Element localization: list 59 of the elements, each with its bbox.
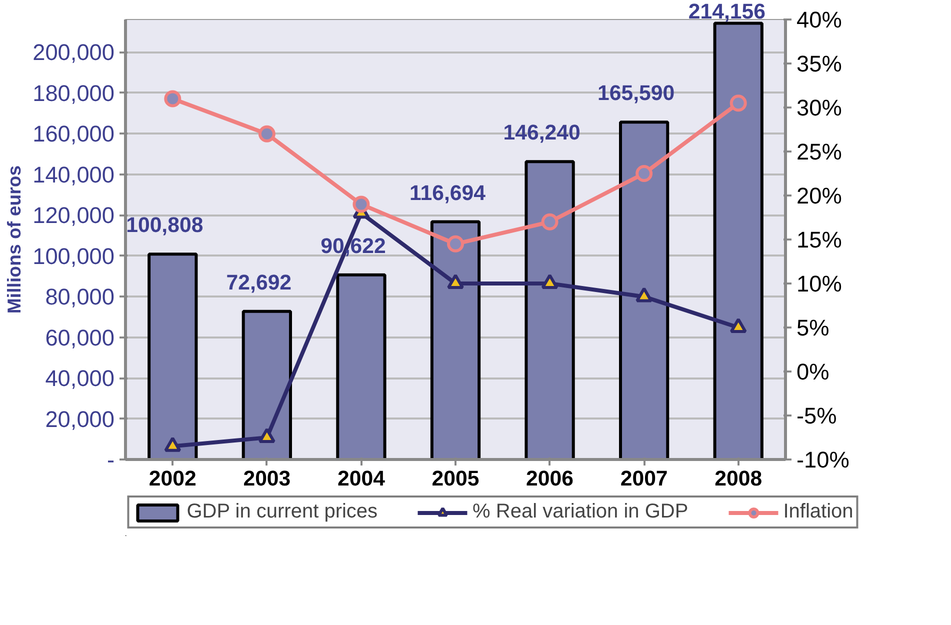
point (730, 318, 747, 334)
y2-tick-label: 15% (796, 226, 842, 252)
y-tick-label: 60,000 (45, 324, 114, 350)
point (258, 428, 276, 444)
point (447, 274, 464, 290)
y-tick-label: 160,000 (32, 120, 115, 147)
point (636, 287, 653, 302)
bar (713, 22, 764, 460)
y2-tick-label: 10% (796, 270, 842, 296)
x-tick-label: 2008 (714, 466, 762, 490)
y-tick-label: 180,000 (32, 80, 115, 106)
y-tick-label: 200,000 (32, 39, 115, 66)
x-tick-label: 2006 (526, 466, 574, 490)
y2-tick-label: 0% (796, 358, 830, 384)
x-tick-label: 2005 (432, 466, 480, 490)
point (447, 235, 464, 252)
y2-tick-label: 5% (796, 314, 830, 340)
point (164, 436, 182, 452)
legend-label: % Real variation in GDP (472, 500, 688, 524)
x-tick-label: 2003 (243, 466, 291, 490)
point (730, 94, 747, 112)
y-tick-label: - (106, 446, 114, 472)
legend-label: Inflation (783, 500, 854, 524)
y-tick-label: 140,000 (32, 161, 115, 188)
data-label: 214,156 (688, 0, 766, 24)
bar (336, 273, 386, 460)
y2-tick-label: 40% (796, 6, 842, 32)
bar (430, 220, 481, 460)
bar (148, 252, 198, 460)
x-tick-label: 2004 (337, 466, 386, 490)
y2-tick-label: 20% (796, 182, 842, 208)
point (352, 196, 370, 213)
y-axis-title: Millions of euros (4, 165, 25, 314)
y-tick-label: 120,000 (32, 202, 115, 228)
data-label: 72,692 (226, 270, 292, 294)
data-label: 165,590 (598, 81, 675, 106)
y2-tick-label: -5% (796, 402, 837, 428)
bar (619, 120, 670, 460)
point (636, 165, 653, 182)
bar (524, 160, 575, 460)
point (541, 213, 558, 230)
x-tick-label: 2002 (148, 466, 196, 490)
data-label: 146,240 (503, 120, 580, 145)
y-tick-label: 40,000 (45, 365, 114, 392)
y-tick-label: 80,000 (45, 284, 114, 310)
point (541, 274, 558, 290)
y-tick-label: 100,000 (32, 242, 115, 269)
point (258, 125, 276, 142)
y2-tick-label: 30% (796, 94, 842, 120)
legend-label: GDP in current prices (186, 500, 378, 524)
x-tick-label: 2007 (620, 466, 668, 490)
point (164, 90, 182, 108)
data-label: 116,694 (410, 180, 486, 205)
data-label: 100,808 (126, 213, 204, 238)
bar (242, 310, 292, 460)
y-tick-label: 20,000 (45, 406, 114, 432)
y2-tick-label: 35% (796, 50, 842, 76)
y2-tick-label: 25% (796, 138, 842, 164)
y2-tick-label: -10% (796, 446, 850, 472)
